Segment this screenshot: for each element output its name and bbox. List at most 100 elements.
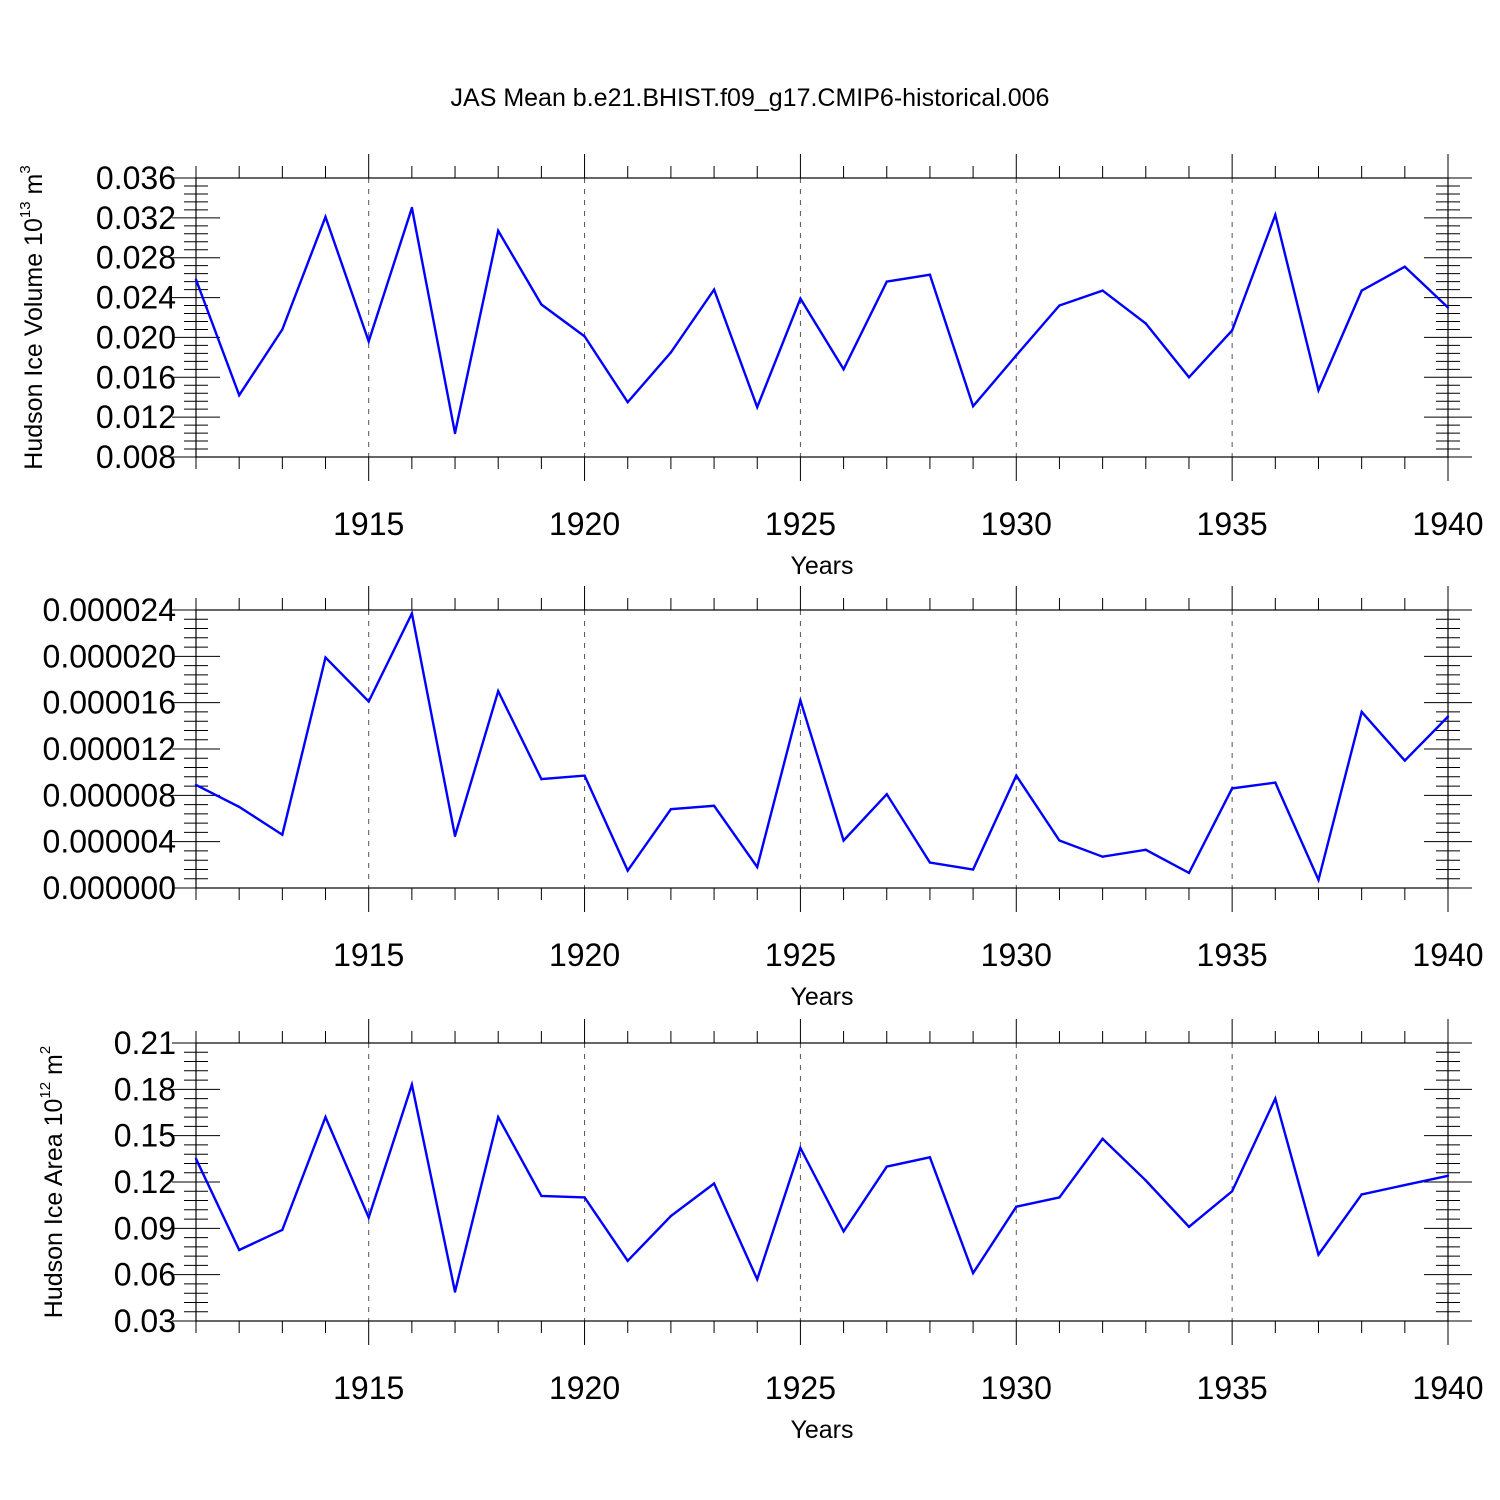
data-point-1911 — [194, 1157, 198, 1161]
data-point-1921 — [626, 869, 629, 872]
data-point-1915 — [367, 700, 370, 703]
data-point-1931 — [1058, 839, 1061, 842]
data-point-1935 — [1230, 1190, 1234, 1193]
data-point-1922 — [669, 351, 673, 354]
data-point-1924 — [756, 865, 759, 869]
data-point-1934 — [1187, 871, 1191, 875]
x-tick-label: 1915 — [333, 506, 404, 542]
data-point-1923 — [712, 804, 716, 807]
x-tick-label: 1925 — [765, 506, 836, 542]
data-point-1938 — [1360, 289, 1363, 292]
x-tick-label: 1940 — [1412, 1370, 1483, 1406]
y-tick-label: 0.036 — [96, 160, 176, 196]
data-point-1922 — [669, 808, 673, 811]
data-point-1936 — [1274, 213, 1277, 217]
data-point-1918 — [497, 689, 500, 693]
panel-3: 0.03 0.06 0.09 0.12 0.15 0.18 0.21 1915 1920 1925… — [37, 1019, 1484, 1444]
y-tick-label: 0.000008 — [43, 777, 176, 813]
data-point-1937 — [1317, 1253, 1320, 1256]
x-tick-label: 1930 — [981, 506, 1052, 542]
data-point-1932 — [1101, 855, 1104, 858]
data-point-1911 — [194, 783, 198, 787]
data-point-1940 — [1446, 306, 1450, 309]
data-point-1937 — [1317, 389, 1320, 392]
data-point-1936 — [1274, 1097, 1277, 1100]
x-tick-label: 1940 — [1412, 506, 1483, 542]
data-point-1915 — [367, 340, 370, 343]
x-tick-label: 1920 — [549, 1370, 620, 1406]
data-point-1913 — [281, 328, 284, 331]
data-point-1923 — [712, 288, 716, 291]
plot-frame — [195, 1042, 1449, 1322]
x-tick-label: 1930 — [981, 1370, 1052, 1406]
data-point-1929 — [971, 1271, 975, 1275]
data-point-1929 — [971, 868, 975, 871]
data-point-1918 — [497, 229, 500, 233]
data-point-1913 — [281, 833, 284, 836]
data-point-1936 — [1274, 781, 1277, 784]
y-tick-label: 0.12 — [114, 1164, 176, 1200]
x-axis-label: Years — [790, 983, 853, 1011]
x-axis-label: Years — [790, 1416, 853, 1444]
data-point-1921 — [626, 400, 629, 404]
data-point-1924 — [756, 1278, 759, 1281]
x-tick-label: 1925 — [765, 1370, 836, 1406]
plot-frame — [195, 177, 1449, 458]
plot-frame — [195, 609, 1449, 889]
data-point-1923 — [712, 1182, 716, 1185]
data-point-1927 — [885, 280, 888, 283]
x-tick-label: 1930 — [981, 937, 1052, 973]
y-tick-label: 0.000004 — [43, 824, 176, 860]
data-point-1928 — [928, 861, 932, 864]
data-point-1931 — [1058, 1196, 1061, 1199]
data-point-1914 — [324, 1115, 327, 1119]
data-point-1926 — [842, 1230, 845, 1233]
series-line — [195, 609, 1449, 884]
data-point-1919 — [540, 303, 543, 306]
data-point-1914 — [324, 215, 327, 219]
data-point-1932 — [1101, 289, 1104, 292]
y-tick-label: 0.000000 — [43, 870, 176, 906]
y-tick-label: 0.000020 — [43, 638, 176, 674]
data-point-1928 — [928, 1156, 932, 1159]
data-point-1939 — [1403, 1183, 1407, 1187]
y-tick-label: 0.03 — [114, 1303, 176, 1339]
x-axis-label: Years — [790, 552, 853, 580]
x-tick-label: 1915 — [333, 937, 404, 973]
y-tick-label: 0.016 — [96, 359, 176, 395]
y-tick-label: 0.000012 — [43, 731, 176, 767]
data-point-1934 — [1187, 376, 1191, 379]
data-point-1917 — [453, 431, 457, 435]
data-point-1928 — [928, 273, 932, 276]
y-tick-label: 0.008 — [96, 439, 176, 475]
data-point-1925 — [799, 1146, 802, 1150]
data-point-1920 — [583, 335, 586, 338]
data-point-1937 — [1317, 878, 1320, 882]
data-point-1935 — [1230, 787, 1234, 790]
series-line — [194, 1080, 1449, 1292]
x-tick-label: 1935 — [1197, 1370, 1268, 1406]
data-point-1912 — [237, 805, 241, 809]
data-point-1938 — [1360, 710, 1363, 714]
data-point-1938 — [1360, 1193, 1363, 1196]
y-tick-label: 0.028 — [96, 240, 176, 276]
data-point-1939 — [1403, 759, 1407, 762]
data-point-1940 — [1446, 715, 1450, 718]
x-tick-label: 1915 — [333, 1370, 404, 1406]
y-tick-label: 0.21 — [114, 1025, 176, 1061]
data-point-1931 — [1058, 304, 1061, 307]
y-tick-label: 0.06 — [114, 1257, 176, 1293]
figure-title: JAS Mean b.e21.BHIST.f09_g17.CMIP6-histo… — [451, 84, 1050, 112]
panel-2: 0.000000 0.000004 0.000008 0.000012 0.000016… — [43, 586, 1484, 1011]
x-tick-label: 1920 — [549, 506, 620, 542]
data-point-1939 — [1403, 265, 1407, 268]
data-point-1915 — [367, 1216, 370, 1219]
y-tick-label: 0.000024 — [43, 592, 176, 628]
data-point-1921 — [626, 1259, 629, 1262]
data-point-1917 — [453, 1290, 457, 1293]
data-point-1932 — [1101, 1137, 1104, 1140]
